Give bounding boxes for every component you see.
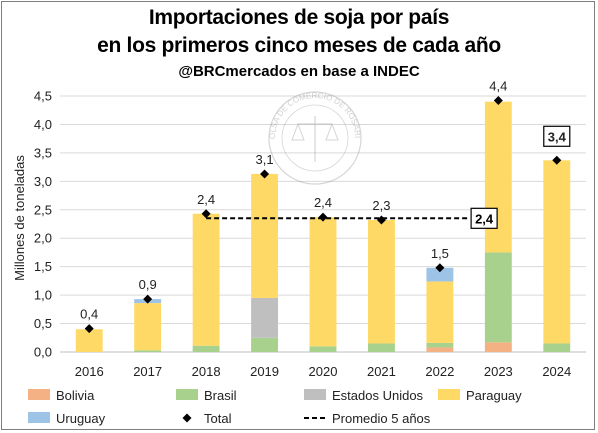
total-label-2016: 0,4	[80, 307, 98, 322]
total-marker-2018	[201, 209, 211, 219]
bar-paraguay-2018	[192, 213, 220, 346]
bar-brasil-2018	[192, 345, 220, 352]
x-tick-label: 2016	[75, 364, 104, 379]
bar-paraguay-2024	[543, 160, 571, 344]
legend: Bolivia Brasil Estados Unidos Paraguay Urugu…	[28, 388, 522, 426]
bar-paraguay-2021	[368, 220, 395, 344]
bar-bolivia-2023	[484, 342, 512, 352]
legend-label-paraguay: Paraguay	[466, 388, 522, 403]
bar-uruguay-2022	[426, 267, 454, 282]
stacked-bars	[75, 101, 571, 352]
total-marker-2021	[376, 215, 386, 225]
total-label-2019: 3,1	[256, 152, 274, 167]
y-tick-label: 0,0	[34, 345, 52, 360]
legend-label-bolivia: Bolivia	[56, 388, 95, 403]
bar-bolivia-2022	[426, 347, 454, 352]
legend-label-promedio-5-aos: Promedio 5 años	[332, 411, 431, 426]
total-marker-2017	[143, 294, 153, 304]
x-tick-label: 2023	[484, 364, 513, 379]
bar-brasil-2020	[309, 346, 337, 352]
bar-paraguay-2016	[75, 329, 103, 352]
legend-swatch-paraguay	[438, 389, 460, 400]
x-tick-label: 2024	[542, 364, 571, 379]
chart-title-line-1: Importaciones de soja por país	[148, 6, 450, 29]
bar-estados-unidos-2019	[251, 297, 278, 338]
chart-subtitle: @BRCmercados en base a INDEC	[178, 63, 420, 80]
y-tick-label: 3,0	[34, 174, 52, 189]
bar-brasil-2017	[134, 350, 162, 352]
y-tick-label: 1,0	[34, 288, 52, 303]
x-tick-label: 2017	[133, 364, 162, 379]
y-tick-label: 4,0	[34, 117, 52, 132]
total-marker-2020	[318, 212, 328, 222]
y-tick-label: 0,5	[34, 316, 52, 331]
average-label: 2,4	[475, 211, 494, 226]
total-label-2022: 1,5	[431, 246, 449, 261]
bar-brasil-2019	[251, 337, 278, 352]
average-label-box	[470, 207, 498, 229]
legend-swatch-uruguay	[28, 412, 50, 423]
total-label-2023: 4,4	[489, 79, 507, 94]
total-label-2021: 2,3	[372, 198, 390, 213]
x-tick-label: 2018	[192, 364, 221, 379]
bar-brasil-2023	[484, 252, 512, 343]
y-axis-ticks: 0,0 0,5 1,0 1,5 2,0 2,5 3,0 3,5 4,0 4,5	[34, 89, 52, 360]
y-tick-label: 3,5	[34, 145, 52, 160]
legend-label-total: Total	[204, 411, 232, 426]
total-label-box	[543, 125, 571, 147]
bar-paraguay-2023	[484, 101, 512, 253]
legend-swatch-estados-unidos	[304, 389, 326, 400]
y-tick-label: 1,5	[34, 259, 52, 274]
bar-paraguay-2019	[251, 173, 278, 298]
legend-label-estados-unidos: Estados Unidos	[332, 388, 424, 403]
legend-label-brasil: Brasil	[204, 388, 237, 403]
legend-diamond-icon	[182, 413, 192, 423]
y-tick-label: 2,5	[34, 202, 52, 217]
total-label-2017: 0,9	[139, 277, 157, 292]
y-tick-label: 4,5	[34, 89, 52, 104]
x-tick-label: 2021	[367, 364, 396, 379]
total-label-2024: 3,4	[548, 129, 567, 144]
total-label-2020: 2,4	[314, 195, 332, 210]
legend-label-uruguay: Uruguay	[56, 411, 106, 426]
x-tick-label: 2020	[309, 364, 338, 379]
watermark-seal: BOLSA DE COMERCIO DE ROSARIO	[0, 0, 362, 185]
total-marker-2022	[435, 263, 445, 273]
bar-brasil-2022	[426, 342, 454, 348]
total-marker-2016	[84, 324, 94, 334]
chart-title-line-2: en los primeros cinco meses de cada año	[97, 34, 501, 57]
bar-paraguay-2017	[134, 303, 162, 351]
total-markers: 0,4 0,9 2,4 3,1 2,4 2,3 1,5 4,4 3,4	[80, 79, 571, 334]
bar-paraguay-2022	[426, 281, 454, 343]
total-label-2018: 2,4	[197, 192, 215, 207]
average-line-group: 2,4	[206, 207, 498, 229]
total-marker-2019	[260, 169, 270, 179]
x-axis-ticks: 2016 2017 2018 2019 2020 2021 2022 2023 2024	[75, 364, 571, 379]
bar-paraguay-2020	[309, 217, 337, 347]
x-tick-label: 2022	[425, 364, 454, 379]
total-marker-2023	[493, 96, 503, 106]
legend-swatch-bolivia	[28, 389, 50, 400]
total-marker-2024	[552, 155, 562, 165]
bar-brasil-2021	[368, 343, 395, 352]
bar-brasil-2024	[543, 343, 571, 352]
y-axis-label: Millones de toneladas	[12, 155, 27, 281]
y-tick-label: 2,0	[34, 231, 52, 246]
legend-swatch-brasil	[176, 389, 198, 400]
x-tick-label: 2019	[250, 364, 279, 379]
svg-text:BOLSA DE COMERCIO DE ROSARIO: BOLSA DE COMERCIO DE ROSARIO	[0, 0, 362, 139]
watermark-text: BOLSA DE COMERCIO DE ROSARIO	[0, 0, 362, 139]
